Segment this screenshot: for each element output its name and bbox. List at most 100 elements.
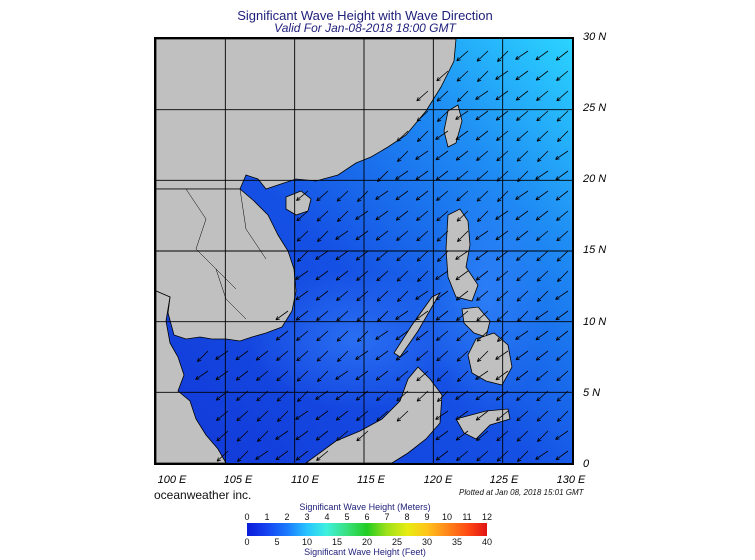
wave-direction-arrow bbox=[515, 230, 529, 241]
wave-direction-arrow bbox=[456, 310, 469, 321]
wave-direction-arrow bbox=[375, 210, 389, 221]
wave-direction-arrow bbox=[317, 370, 329, 382]
wave-direction-arrow bbox=[516, 250, 529, 261]
wave-band-central bbox=[246, 269, 466, 409]
wave-direction-arrow bbox=[536, 250, 549, 262]
wave-direction-arrow bbox=[555, 430, 569, 440]
wave-direction-arrow bbox=[535, 190, 549, 201]
wave-direction-arrow bbox=[415, 170, 429, 181]
wave-direction-arrow bbox=[416, 250, 429, 262]
wave-direction-arrow bbox=[535, 50, 549, 61]
wave-direction-arrow bbox=[236, 410, 249, 422]
wave-direction-arrow bbox=[417, 270, 429, 282]
wave-direction-arrow bbox=[435, 310, 449, 321]
wave-direction-arrow bbox=[357, 190, 369, 202]
wave-direction-arrow bbox=[515, 50, 529, 60]
wave-direction-arrow bbox=[437, 390, 449, 402]
wave-direction-arrow bbox=[416, 350, 429, 361]
wave-direction-arrow bbox=[535, 450, 549, 460]
wave-direction-arrow bbox=[557, 270, 569, 282]
wave-direction-arrow bbox=[395, 210, 409, 221]
wave-direction-arrow bbox=[455, 410, 469, 421]
wave-direction-arrow bbox=[316, 450, 329, 461]
wave-map bbox=[154, 37, 574, 465]
wave-direction-arrow bbox=[556, 390, 569, 402]
wave-direction-arrow bbox=[336, 290, 349, 301]
wave-direction-arrow bbox=[296, 370, 309, 382]
legend-tick-meters: 12 bbox=[481, 512, 492, 522]
wave-direction-arrow bbox=[536, 130, 549, 142]
wave-direction-arrow bbox=[336, 430, 349, 441]
wave-direction-arrow bbox=[397, 150, 409, 162]
legend-tick-feet: 30 bbox=[421, 537, 432, 547]
lat-label: 30 N bbox=[583, 31, 607, 43]
wave-direction-arrow bbox=[496, 170, 509, 182]
legend-tick-feet: 25 bbox=[391, 537, 402, 547]
wave-direction-arrow bbox=[556, 370, 569, 382]
wave-direction-arrow bbox=[537, 150, 549, 162]
wave-direction-arrow bbox=[517, 170, 529, 182]
wave-direction-arrow bbox=[355, 370, 369, 381]
wave-direction-arrow bbox=[475, 250, 489, 261]
wave-direction-arrow bbox=[515, 350, 529, 361]
wave-direction-arrow bbox=[455, 430, 469, 441]
lat-label: 25 N bbox=[583, 102, 607, 114]
wave-direction-arrow bbox=[555, 310, 569, 321]
wave-direction-arrow bbox=[395, 310, 409, 320]
wave-direction-arrow bbox=[316, 350, 329, 362]
legend-tick-meters: 10 bbox=[441, 512, 452, 522]
wave-direction-arrow bbox=[495, 110, 509, 121]
wave-direction-arrow bbox=[495, 230, 509, 241]
wave-direction-arrow bbox=[395, 170, 409, 180]
wave-direction-arrow bbox=[495, 350, 509, 360]
wave-direction-arrow bbox=[555, 330, 569, 341]
wave-direction-arrow bbox=[516, 290, 529, 302]
wave-direction-arrow bbox=[476, 150, 489, 161]
wave-direction-arrow bbox=[355, 210, 369, 220]
wave-direction-arrow bbox=[495, 370, 509, 381]
legend-tick-feet: 0 bbox=[244, 537, 250, 547]
brand-text: oceanweather inc. bbox=[154, 488, 252, 502]
wave-direction-arrow bbox=[437, 110, 449, 122]
wave-direction-arrow bbox=[537, 430, 549, 442]
wave-direction-arrow bbox=[476, 430, 489, 441]
wave-direction-arrow bbox=[495, 210, 509, 220]
wave-direction-arrow bbox=[517, 450, 529, 462]
wave-direction-arrow bbox=[457, 90, 469, 102]
wave-direction-arrow bbox=[536, 270, 549, 282]
wave-direction-arrow bbox=[557, 410, 569, 422]
wave-direction-arrow bbox=[296, 210, 309, 222]
wave-direction-arrow bbox=[477, 70, 489, 82]
wave-direction-arrow bbox=[315, 410, 329, 421]
wave-direction-arrow bbox=[536, 230, 549, 241]
wave-direction-arrow bbox=[516, 390, 529, 401]
wave-direction-arrow bbox=[436, 370, 449, 382]
legend-tick-meters: 9 bbox=[424, 512, 430, 522]
lat-label: 20 N bbox=[583, 173, 607, 185]
plotted-timestamp: Plotted at Jan 08, 2018 15:01 GMT bbox=[459, 488, 584, 497]
wave-direction-arrow bbox=[396, 390, 409, 402]
wave-direction-arrow bbox=[275, 430, 289, 440]
wave-direction-arrow bbox=[396, 370, 409, 381]
wave-direction-arrow bbox=[515, 210, 529, 221]
wave-direction-arrow bbox=[475, 370, 489, 380]
legend-tick-meters: 0 bbox=[244, 512, 250, 522]
wave-direction-arrow bbox=[556, 90, 569, 102]
wave-direction-arrow bbox=[277, 410, 289, 422]
wave-direction-arrow bbox=[535, 310, 549, 320]
lat-label: 10 N bbox=[583, 316, 607, 328]
wave-direction-arrow bbox=[437, 250, 449, 262]
legend-tick-meters: 4 bbox=[324, 512, 330, 522]
wave-direction-arrow bbox=[476, 190, 489, 202]
wave-direction-arrow bbox=[495, 70, 509, 80]
wave-direction-arrow bbox=[376, 390, 389, 401]
wave-direction-arrow bbox=[216, 410, 229, 421]
land-china bbox=[156, 39, 457, 190]
wave-direction-arrow bbox=[556, 250, 569, 262]
lon-label: 100 E bbox=[157, 474, 187, 486]
wave-direction-arrow bbox=[315, 270, 329, 281]
legend-title-meters: Significant Wave Height (Meters) bbox=[299, 502, 431, 512]
wave-direction-arrow bbox=[555, 290, 569, 300]
wave-direction-arrow bbox=[476, 330, 489, 342]
wave-direction-arrow bbox=[435, 450, 449, 461]
